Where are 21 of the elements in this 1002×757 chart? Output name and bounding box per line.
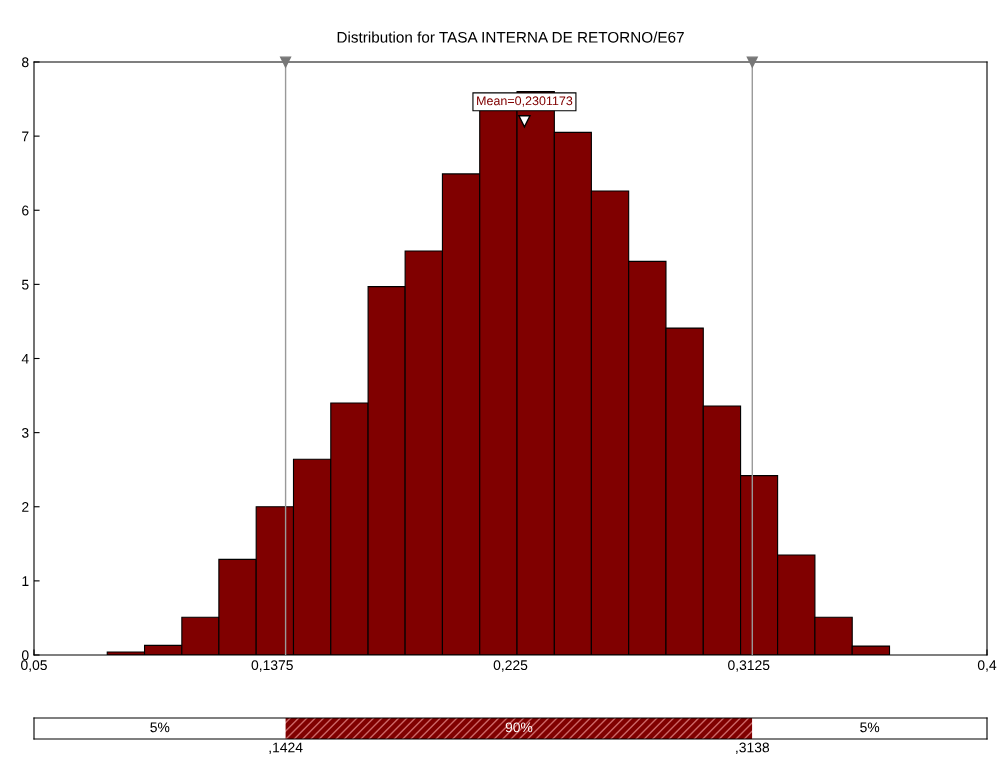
y-tick-label: 2 [22, 502, 29, 512]
x-tick-label: 0,3125 [728, 660, 770, 672]
y-tick-label: 8 [22, 57, 29, 68]
text: 5% [860, 722, 880, 733]
x-tick-label: 0,4 [977, 660, 997, 672]
y-tick-label: 7 [22, 131, 29, 142]
annotation: Mean=0,2301173 [477, 96, 573, 107]
y-tick-label: 0 [21, 650, 29, 661]
x-tick-label: 0,225 [493, 660, 528, 672]
text: 5% [150, 722, 170, 733]
x-tick-label: 0,1375 [251, 660, 293, 672]
y-tick-label: 1 [22, 576, 29, 586]
chart-title: Distribution for TASA INTERNA DE RETORNO/E67 [337, 31, 684, 43]
y-tick-label: 6 [22, 205, 29, 216]
y-tick-label: 3 [21, 427, 29, 438]
y-tick-label: 4 [21, 353, 29, 364]
text: ,1424 [269, 742, 303, 754]
text: ,3138 [736, 742, 770, 754]
y-tick-label: 5 [21, 279, 29, 290]
text: 90% [505, 722, 533, 733]
x-tick-label: 0,05 [21, 660, 47, 672]
